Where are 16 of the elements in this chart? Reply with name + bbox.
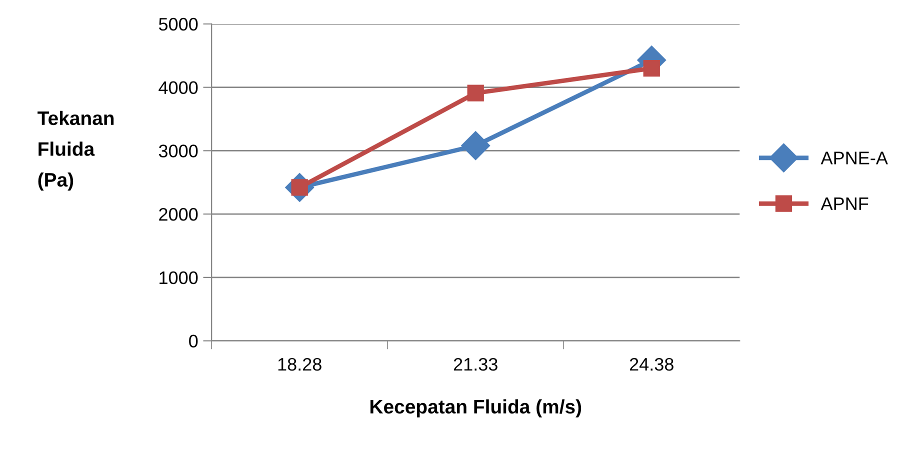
y-tick-label: 3000 [158, 144, 198, 158]
legend-label: APNE-A [820, 152, 888, 164]
legend-label: APNF [820, 197, 868, 210]
y-tick-label: 0 [189, 334, 198, 348]
point [643, 60, 660, 77]
x-tick-label: 21.33 [454, 358, 498, 371]
y-axis-title: Tekanan Fluida (Pa) [38, 110, 114, 191]
x-tick-label: 18.28 [278, 358, 322, 371]
point [461, 131, 490, 160]
x-tick-label: 24.38 [630, 358, 674, 371]
y-tick-label: 2000 [159, 208, 198, 221]
point [467, 84, 484, 102]
y-tick-label: 4000 [158, 81, 198, 94]
y-tick-label: 5000 [158, 18, 198, 31]
x-axis-title: Kecepatan Fluida (m/s) [370, 399, 582, 418]
y-tick-label: 1000 [160, 271, 198, 284]
